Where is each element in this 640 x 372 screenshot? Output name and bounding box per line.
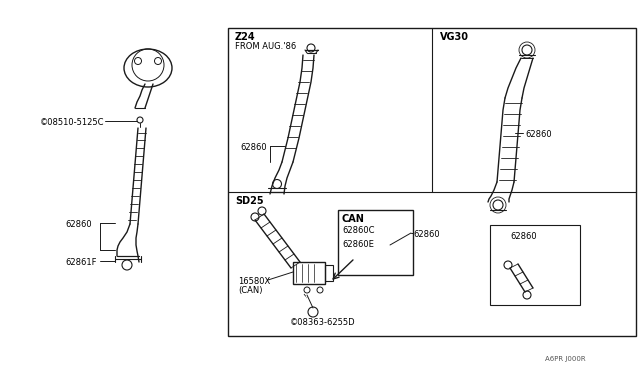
Text: 62860: 62860	[413, 230, 440, 239]
Text: (CAN): (CAN)	[238, 286, 262, 295]
Text: VG30: VG30	[440, 32, 469, 42]
Text: ©08363-6255D: ©08363-6255D	[290, 318, 356, 327]
Text: 16580X: 16580X	[238, 277, 270, 286]
Text: 62861F: 62861F	[65, 258, 97, 267]
Text: CAN: CAN	[342, 214, 365, 224]
Bar	[338, 210, 413, 275]
Text: 62860: 62860	[525, 130, 552, 139]
Text: A6PR J000R: A6PR J000R	[545, 356, 586, 362]
Text: 62860E: 62860E	[342, 240, 374, 249]
Text: 62860C: 62860C	[342, 226, 374, 235]
Text: FROM AUG.'86: FROM AUG.'86	[235, 42, 296, 51]
Bar	[228, 28, 636, 336]
Text: ©08510-5125C: ©08510-5125C	[40, 118, 104, 127]
Bar	[490, 225, 580, 305]
Bar	[293, 262, 325, 284]
Text: 62860: 62860	[240, 143, 267, 152]
Text: SD25: SD25	[235, 196, 264, 206]
Text: 62860: 62860	[65, 220, 92, 229]
Text: 62860: 62860	[510, 232, 536, 241]
Bar	[325, 265, 333, 281]
Text: Z24: Z24	[235, 32, 255, 42]
